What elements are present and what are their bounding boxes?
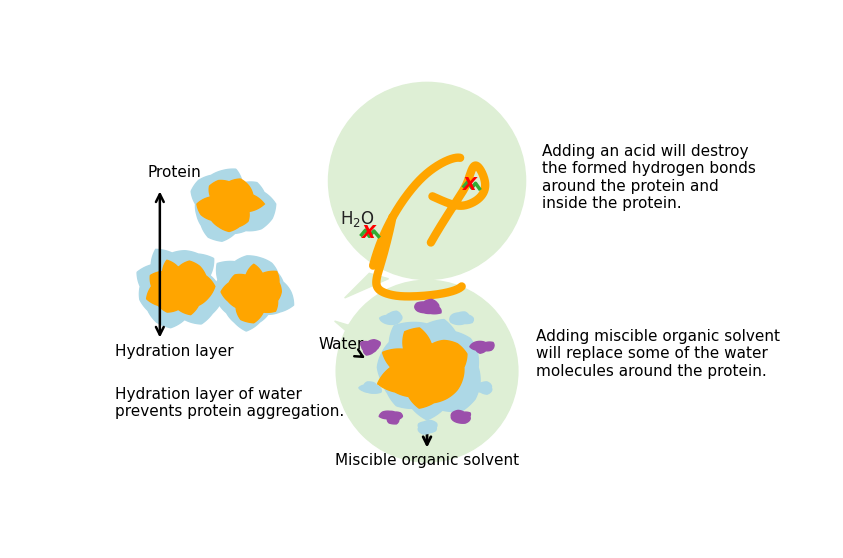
Polygon shape	[191, 169, 276, 241]
Text: X: X	[362, 224, 375, 242]
Text: Water: Water	[319, 336, 364, 357]
Text: Adding miscible organic solvent
will replace some of the water
molecules around : Adding miscible organic solvent will rep…	[535, 329, 780, 378]
Polygon shape	[451, 410, 470, 423]
Polygon shape	[450, 312, 474, 325]
Polygon shape	[379, 311, 402, 324]
Polygon shape	[221, 264, 282, 323]
Polygon shape	[335, 321, 373, 344]
Polygon shape	[137, 249, 222, 328]
Polygon shape	[378, 320, 480, 420]
Circle shape	[329, 83, 525, 280]
Polygon shape	[418, 421, 437, 434]
Polygon shape	[147, 261, 215, 315]
Polygon shape	[345, 273, 389, 298]
Polygon shape	[378, 328, 467, 408]
Polygon shape	[471, 382, 491, 394]
Text: Miscible organic solvent: Miscible organic solvent	[335, 454, 519, 469]
Polygon shape	[197, 179, 265, 232]
Polygon shape	[361, 340, 380, 355]
Text: Hydration layer: Hydration layer	[115, 344, 234, 359]
Polygon shape	[470, 341, 494, 353]
Circle shape	[336, 280, 518, 462]
Polygon shape	[359, 382, 381, 393]
Polygon shape	[379, 411, 402, 424]
Text: Adding an acid will destroy
the formed hydrogen bonds
around the protein and
ins: Adding an acid will destroy the formed h…	[542, 144, 755, 211]
Text: X: X	[463, 176, 477, 194]
Text: H$_2$O: H$_2$O	[340, 209, 375, 229]
Polygon shape	[213, 256, 293, 331]
Polygon shape	[415, 300, 441, 314]
Text: Protein: Protein	[148, 165, 201, 180]
Text: Hydration layer of water
prevents protein aggregation.: Hydration layer of water prevents protei…	[115, 387, 345, 419]
